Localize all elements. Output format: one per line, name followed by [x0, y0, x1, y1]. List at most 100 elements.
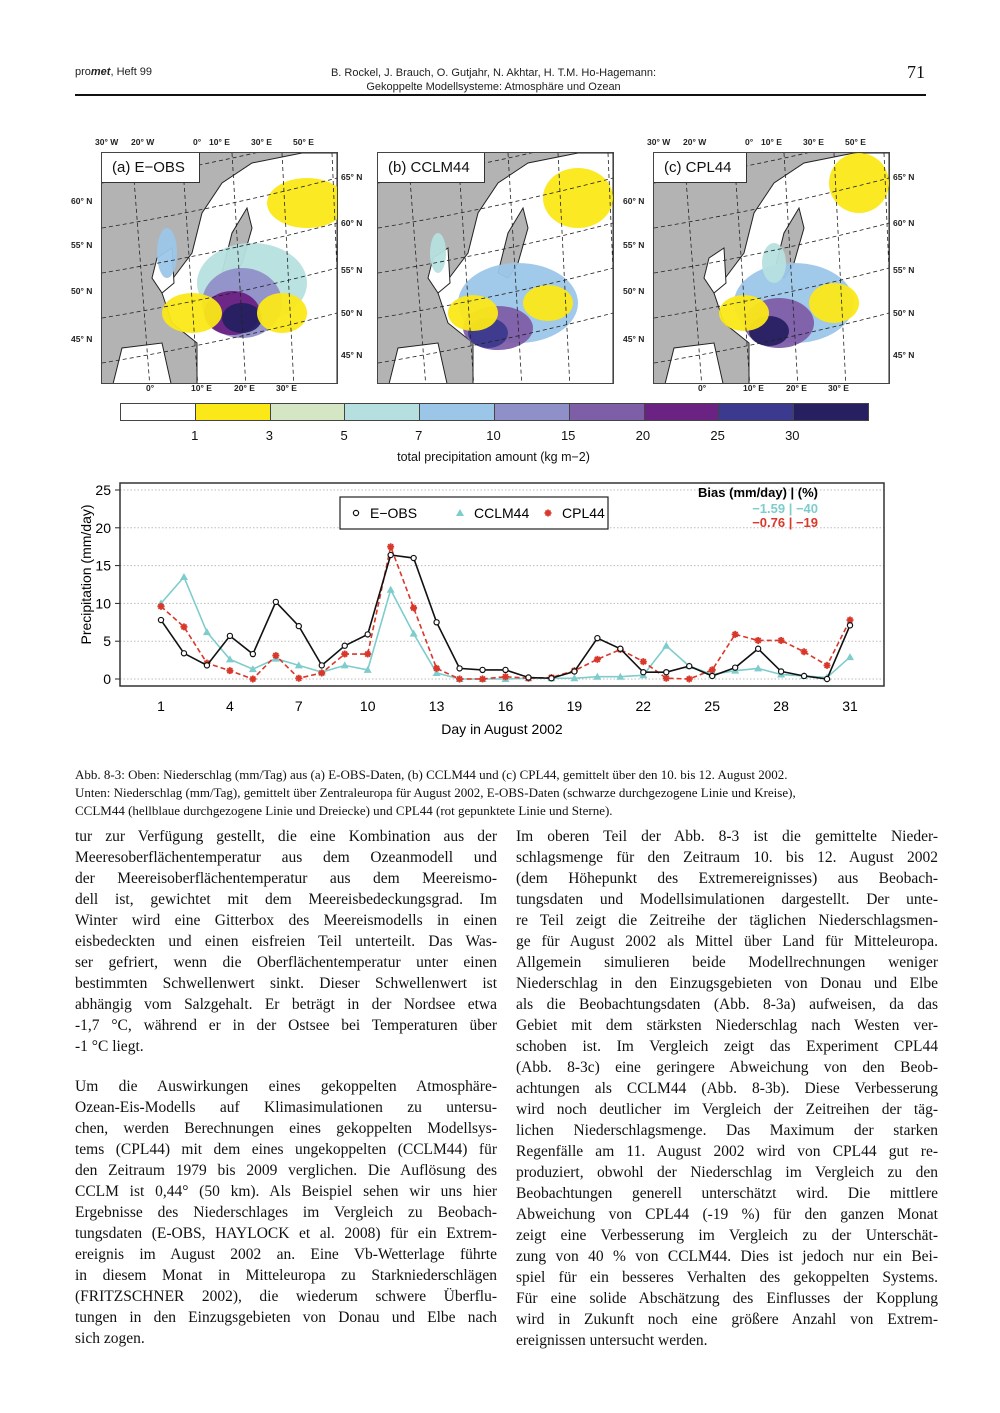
map-panel: (c) CPL44	[653, 152, 890, 384]
graticule-line	[378, 222, 613, 274]
colorbar-swatch	[121, 404, 196, 420]
text-line: bestimmten Schwellenwert sinkt. Dieser S…	[75, 975, 497, 992]
text-line: Im oberen Teil der Abb. 8-3 ist die gemi…	[516, 828, 938, 845]
map-label: (c) CPL44	[654, 153, 747, 183]
map-coordinate-label: 65° N	[893, 172, 915, 182]
x-tick-label: 19	[567, 698, 583, 714]
x-tick-label: 22	[636, 698, 652, 714]
colorbar-tick-label: 1	[191, 428, 199, 443]
data-point	[502, 673, 509, 681]
graticule-line	[683, 153, 703, 383]
map-coordinate-label: 10° E	[209, 137, 230, 147]
data-point	[479, 675, 487, 683]
colorbar-swatch	[644, 404, 720, 420]
text-line: eisbedeckten und einen eisfreien Teil un…	[75, 933, 497, 950]
precip-area	[829, 153, 889, 213]
data-point	[777, 636, 785, 644]
data-point	[616, 672, 625, 680]
text-line: tur zur Verfügung gestellt, die eine Kom…	[75, 828, 497, 845]
text-line: abhängig vom Salzgehalt. Er beträgt in d…	[75, 996, 497, 1013]
x-tick-label: 10	[360, 698, 376, 714]
text-line: achtungen als CCLM44 (Abb. 8-3b). Diese …	[516, 1080, 938, 1097]
text-line: Regenfälle am 11. August 2002 wird von C…	[516, 1143, 938, 1160]
precip-area	[222, 303, 262, 333]
legend-marker	[544, 509, 552, 517]
data-point	[593, 655, 601, 663]
data-point	[846, 616, 854, 624]
data-point	[364, 650, 372, 658]
legend-box	[339, 496, 609, 530]
x-tick-label: 16	[498, 698, 514, 714]
body-column-right: Im oberen Teil der Abb. 8-3 ist die gemi…	[516, 826, 938, 1351]
text-line: (Abb. 8-3c) eine geringere Abweichung vo…	[516, 1059, 938, 1076]
data-point	[202, 628, 211, 636]
data-point	[846, 653, 854, 661]
map-coordinate-label: 65° N	[341, 172, 363, 182]
graticule-line	[654, 312, 889, 364]
data-point	[249, 650, 257, 658]
map-coordinate-label: 60° N	[71, 196, 93, 206]
y-tick-label: 0	[103, 671, 111, 687]
x-tick-label: 4	[226, 698, 234, 714]
map-coordinate-label: 55° N	[341, 265, 363, 275]
map-coordinate-label: 45° N	[623, 334, 645, 344]
x-axis-label: Day in August 2002	[441, 721, 563, 737]
map-coordinate-label: 50° N	[893, 308, 915, 318]
data-point	[318, 662, 325, 669]
data-point	[594, 634, 601, 642]
text-line: ser gefriert, wenn die Oberflächentemper…	[75, 954, 497, 971]
legend-label: E−OBS	[370, 505, 417, 521]
running-header: B. Rockel, J. Brauch, O. Gutjahr, N. Akh…	[0, 66, 987, 94]
precip-area	[543, 168, 613, 228]
data-point	[686, 662, 693, 670]
colorbar-tick-label: 10	[486, 428, 501, 443]
text-line: als die Beobachtungsdaten (Abb. 8-3a) au…	[516, 996, 938, 1013]
data-point	[410, 554, 417, 562]
caption-line: Unten: Niederschlag (mm/Tag), gemittelt …	[75, 785, 796, 800]
text-line: der Meereisoberflächentemperatur aus dem…	[75, 870, 497, 887]
data-point	[800, 672, 808, 680]
data-point	[731, 664, 739, 671]
data-point	[341, 642, 348, 649]
caption-line: CCLM44 (hellblaue durchgezogene Linie un…	[75, 803, 613, 818]
text-line: in diesem Monat in Mitteleuropa zu Stark…	[75, 1267, 497, 1284]
x-tick-label: 1	[157, 698, 165, 714]
bias-value: −1.59 | −40	[752, 501, 818, 516]
text-line: Ergebnisse des Niederschlages im Verglei…	[75, 1204, 497, 1221]
data-point	[709, 672, 716, 680]
map-coordinate-label: 45° N	[341, 350, 363, 360]
precip-area	[448, 295, 498, 331]
map-coordinate-label: 0°	[698, 383, 707, 393]
map-coordinate-label: 30° E	[803, 137, 824, 147]
y-tick-label: 25	[95, 482, 111, 498]
text-line: schoben ist. Im Vergleich zeigt das Expe…	[516, 1038, 938, 1055]
graticule-line	[102, 267, 337, 319]
map-coordinate-label: 50° N	[71, 286, 93, 296]
map-coordinate-label: 30° E	[251, 137, 272, 147]
data-point	[180, 650, 188, 657]
data-point	[225, 655, 234, 663]
data-point	[456, 675, 464, 683]
data-point	[157, 602, 165, 610]
text-line: ereignis im August 2002 an. Eine Vb-Wett…	[75, 1246, 497, 1263]
colorbar-tick-label: 7	[415, 428, 423, 443]
graticule-line	[102, 177, 337, 229]
data-point	[456, 665, 463, 672]
text-line: schlagsmenge für den Zeitraum 10. bis 12…	[516, 849, 938, 866]
map-coordinate-label: 50° N	[623, 286, 645, 296]
map-coordinate-label: 55° N	[893, 265, 915, 275]
graticule-line	[507, 153, 523, 383]
land-iberia	[388, 342, 448, 383]
colorbar	[120, 403, 869, 421]
text-line: Abweichung von CPL44 (-19 %) für den gan…	[516, 1206, 938, 1223]
data-point	[593, 672, 602, 680]
data-point	[433, 619, 440, 626]
data-point	[823, 661, 831, 669]
colorbar-tick-label: 25	[710, 428, 725, 443]
colorbar-tick-label: 30	[785, 428, 800, 443]
data-point	[226, 632, 234, 640]
data-point	[846, 622, 854, 629]
graticule-line	[378, 267, 613, 319]
map-coordinate-label: 50° E	[845, 137, 866, 147]
data-point	[800, 648, 808, 656]
